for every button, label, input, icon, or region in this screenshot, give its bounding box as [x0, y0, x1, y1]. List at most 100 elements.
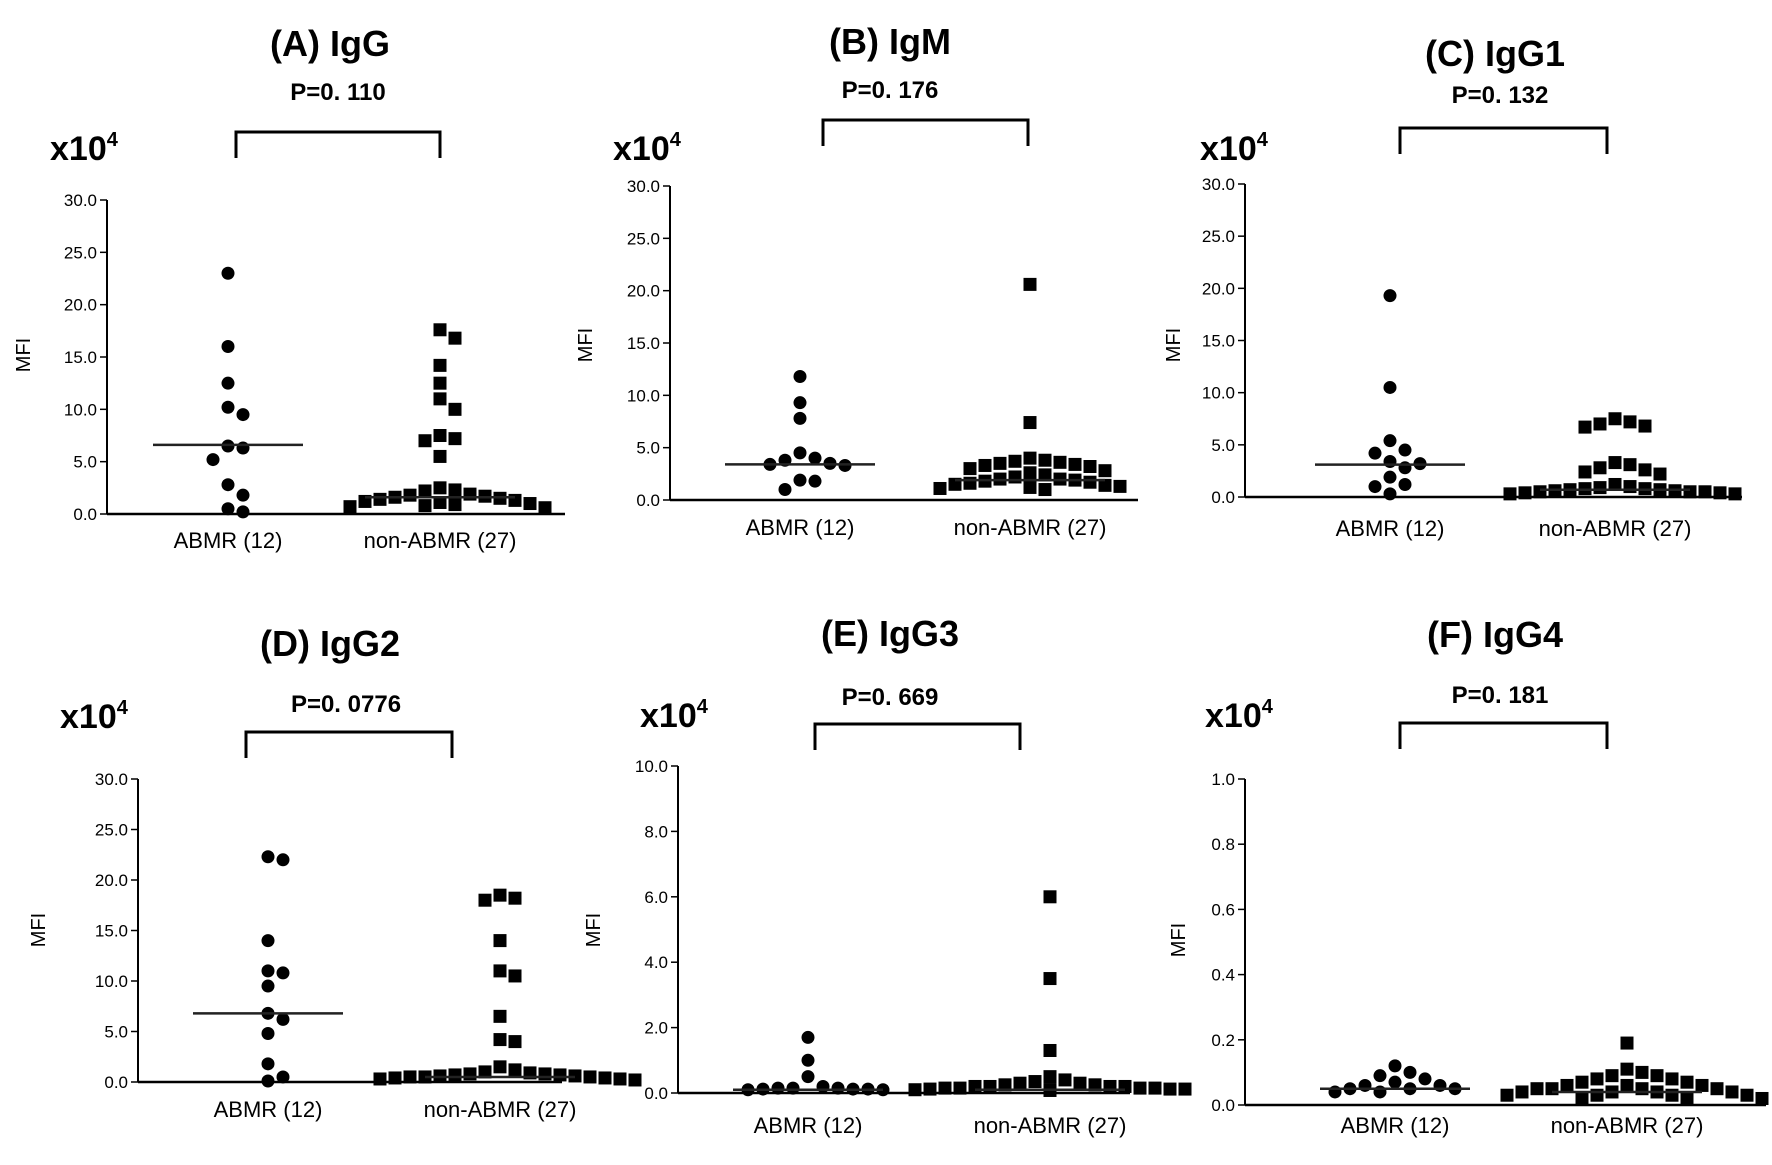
data-point-non-abmr: [433, 323, 447, 337]
data-point-non-abmr: [448, 432, 462, 446]
data-point-non-abmr: [523, 497, 537, 511]
multiplier-base: x10: [613, 130, 670, 168]
data-point-non-abmr: [418, 499, 432, 513]
significance-bracket: [813, 722, 1022, 750]
data-point-non-abmr: [1653, 467, 1667, 481]
data-point-abmr: [261, 1027, 275, 1041]
data-point-abmr: [276, 1012, 290, 1026]
data-point-non-abmr: [613, 1072, 627, 1086]
y-tick-label: 20.0: [627, 282, 660, 301]
data-point-non-abmr: [433, 449, 447, 463]
data-point-abmr: [236, 441, 250, 455]
data-point-non-abmr: [1023, 277, 1037, 291]
data-point-abmr: [816, 1079, 830, 1093]
multiplier-exponent: 4: [697, 696, 709, 718]
data-point-non-abmr: [1728, 487, 1742, 501]
data-point-non-abmr: [1698, 485, 1712, 499]
data-point-abmr: [261, 1074, 275, 1088]
data-point-non-abmr: [553, 1068, 567, 1082]
p-value-label: P=0. 132: [1452, 82, 1549, 109]
y-tick-label: 20.0: [1202, 279, 1235, 298]
data-point-non-abmr: [1088, 1078, 1102, 1092]
y-tick-label: 10.0: [627, 386, 660, 405]
data-point-non-abmr: [508, 1063, 522, 1077]
data-point-abmr: [801, 1030, 815, 1044]
data-point-non-abmr: [1038, 483, 1052, 497]
data-point-non-abmr: [1500, 1088, 1514, 1102]
axis-multiplier: x104: [613, 129, 682, 168]
data-point-non-abmr: [433, 495, 447, 509]
data-point-non-abmr: [1620, 1062, 1634, 1076]
data-point-non-abmr: [993, 456, 1007, 470]
data-point-abmr: [808, 474, 822, 488]
data-point-non-abmr: [1098, 464, 1112, 478]
data-point-non-abmr: [1638, 463, 1652, 477]
y-tick-label: 6.0: [644, 888, 668, 907]
data-point-non-abmr: [1680, 1075, 1694, 1089]
data-point-non-abmr: [1638, 419, 1652, 433]
multiplier-exponent: 4: [1257, 129, 1269, 151]
y-axis-label: MFI: [583, 913, 605, 947]
data-point-non-abmr: [1635, 1082, 1649, 1096]
data-point-non-abmr: [628, 1073, 642, 1087]
data-point-non-abmr: [1023, 451, 1037, 465]
axis-multiplier: x104: [1205, 696, 1274, 735]
y-axis-label: MFI: [1168, 923, 1190, 957]
data-point-non-abmr: [493, 1060, 507, 1074]
data-point-abmr: [1358, 1078, 1372, 1092]
category-label: ABMR (12): [1341, 1113, 1450, 1138]
data-point-abmr: [786, 1081, 800, 1095]
data-point-abmr: [1398, 477, 1412, 491]
data-point-non-abmr: [1593, 461, 1607, 475]
data-point-abmr: [261, 850, 275, 864]
data-point-non-abmr: [493, 1009, 507, 1023]
category-label: non-ABMR (27): [954, 515, 1107, 540]
data-point-non-abmr: [1755, 1091, 1769, 1105]
data-point-non-abmr: [508, 891, 522, 905]
multiplier-base: x10: [640, 697, 697, 735]
data-point-non-abmr: [538, 1067, 552, 1081]
data-point-non-abmr: [1053, 455, 1067, 469]
data-point-non-abmr: [1695, 1078, 1709, 1092]
data-point-abmr: [778, 483, 792, 497]
data-point-non-abmr: [1083, 460, 1097, 474]
y-tick-label: 25.0: [627, 229, 660, 248]
data-point-abmr: [221, 400, 235, 414]
p-value-label: P=0. 181: [1452, 682, 1549, 709]
data-point-non-abmr: [493, 934, 507, 948]
data-point-non-abmr: [1590, 1072, 1604, 1086]
data-point-non-abmr: [1043, 972, 1057, 986]
y-tick-label: 30.0: [64, 191, 97, 210]
y-tick-label: 0.0: [1211, 488, 1235, 507]
panel-title: (C) IgG1: [1425, 33, 1565, 74]
y-tick-label: 25.0: [64, 243, 97, 262]
data-point-abmr: [1388, 1059, 1402, 1073]
data-point-non-abmr: [1515, 1085, 1529, 1099]
data-point-non-abmr: [508, 1035, 522, 1049]
data-point-abmr: [793, 369, 807, 383]
panel-b: (B) IgM P=0. 176 x104 MFI 0.0 5.0 10.0 15.0 20.0…: [575, 21, 1138, 540]
data-point-non-abmr: [1623, 480, 1637, 494]
data-point-non-abmr: [493, 964, 507, 978]
data-point-non-abmr: [1665, 1088, 1679, 1102]
data-point-non-abmr: [1008, 470, 1022, 484]
y-axis-label: MFI: [1163, 328, 1185, 362]
data-point-abmr: [261, 1057, 275, 1071]
data-point-abmr: [801, 1070, 815, 1084]
data-point-abmr: [1418, 1072, 1432, 1086]
data-point-abmr: [1388, 1075, 1402, 1089]
data-point-abmr: [276, 966, 290, 980]
p-value-label: P=0. 669: [842, 684, 939, 711]
data-point-non-abmr: [953, 1081, 967, 1095]
y-tick-label: 2.0: [644, 1019, 668, 1038]
data-point-non-abmr: [433, 429, 447, 442]
data-point-non-abmr: [418, 434, 432, 448]
data-point-abmr: [1383, 289, 1397, 303]
significance-bracket: [234, 130, 442, 158]
data-point-abmr: [1368, 480, 1382, 494]
data-point-non-abmr: [1023, 480, 1037, 494]
data-point-abmr: [261, 934, 275, 948]
y-tick-label: 0.0: [73, 505, 97, 524]
data-point-non-abmr: [1058, 1073, 1072, 1087]
data-point-abmr: [206, 453, 220, 467]
